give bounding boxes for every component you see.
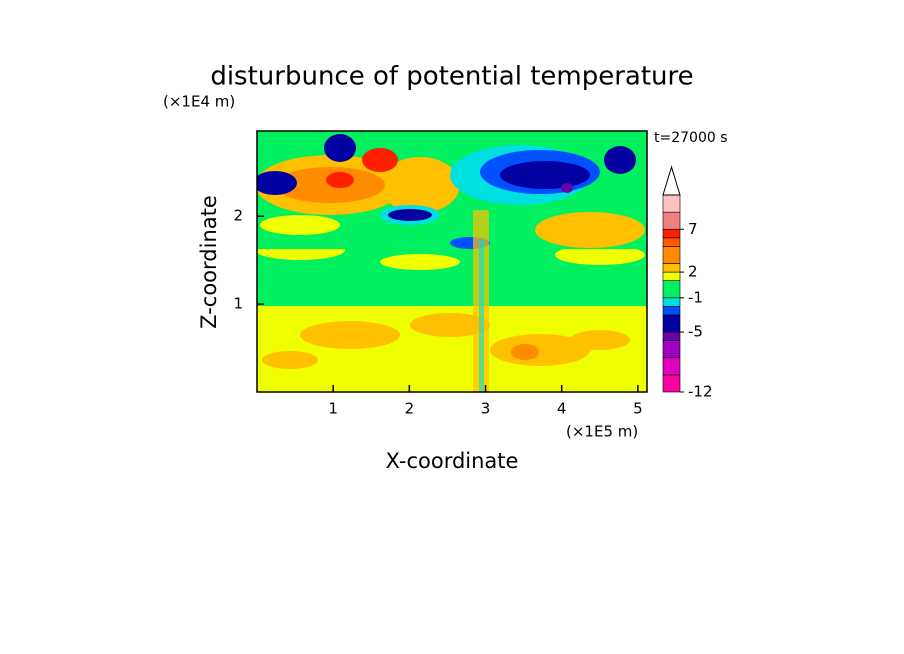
colorbar-segment — [662, 246, 681, 264]
x-unit: (×1E5 m) — [566, 423, 638, 441]
colorbar-segment — [662, 194, 681, 213]
colorbar-segment — [662, 271, 681, 281]
colorbar-tick-label: -1 — [688, 288, 703, 306]
annotation: t=27000 s — [654, 130, 728, 146]
colorbar-segment — [662, 280, 681, 299]
colorbar-extension — [662, 165, 681, 196]
colorbar-segment — [662, 374, 681, 393]
y-tick-label: 2 — [233, 207, 243, 225]
colorbar-segment — [662, 331, 681, 341]
colorbar-segment — [662, 340, 681, 359]
colorbar-segment — [662, 211, 681, 230]
x-tick-label: 1 — [328, 400, 338, 418]
y-axis-label: Z-coordinate — [197, 195, 221, 329]
contour-field — [257, 131, 647, 392]
colorbar-segment — [662, 228, 681, 239]
colorbar-segment — [662, 357, 681, 376]
x-tick-label: 4 — [557, 400, 567, 418]
colorbar-tick-label: 7 — [688, 220, 698, 238]
chart-title: disturbunce of potential temperature — [210, 62, 693, 92]
colorbar-segment — [662, 263, 681, 273]
y-unit: (×1E4 m) — [163, 93, 235, 111]
x-tick-label: 2 — [405, 400, 415, 418]
colorbar-tick-label: 2 — [688, 263, 698, 281]
colorbar-tick-label: -12 — [688, 383, 713, 401]
x-tick-label: 3 — [481, 400, 491, 418]
x-tick-label: 5 — [633, 400, 643, 418]
plot-frame — [256, 130, 648, 393]
x-axis-label: X-coordinate — [386, 449, 519, 473]
colorbar-segment — [662, 237, 681, 247]
colorbar-segment — [662, 314, 681, 333]
colorbar-tick-label: -5 — [688, 323, 703, 341]
colorbar-segment — [662, 297, 681, 307]
colorbar-segment — [662, 306, 681, 316]
y-tick-label: 1 — [233, 295, 243, 313]
